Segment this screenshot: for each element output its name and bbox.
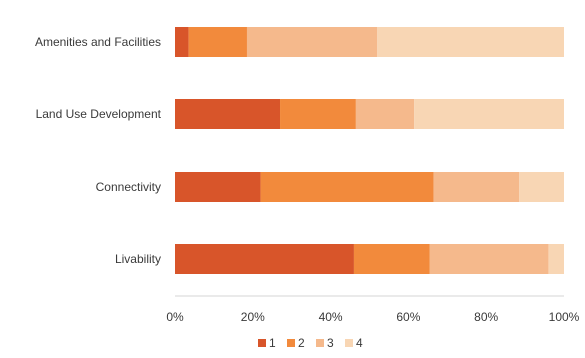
bar-segment-4-series-2 [353, 244, 430, 274]
bar-segment-1-series-3 [246, 27, 378, 57]
bar-segment-3-series-1 [175, 172, 261, 202]
legend: 1 2 3 4 [258, 336, 363, 350]
bar-segment-3-series-2 [260, 172, 434, 202]
x-tick-label: 0% [166, 310, 184, 324]
x-tick-label: 80% [474, 310, 498, 324]
x-tick-label: 60% [396, 310, 420, 324]
bar-segment-4-series-4 [548, 244, 564, 274]
bar-segment-3-series-3 [433, 172, 520, 202]
bar-segment-1-series-1 [175, 27, 189, 57]
category-label: Connectivity [96, 180, 161, 194]
bar-segment-1-series-4 [377, 27, 564, 57]
legend-swatch-4 [345, 339, 353, 347]
bar-segment-3-series-4 [519, 172, 564, 202]
category-label: Livability [115, 252, 161, 266]
bar-segment-4-series-3 [429, 244, 549, 274]
legend-label: 3 [327, 336, 334, 350]
category-label: Land Use Development [36, 107, 162, 121]
x-tick-labels: 0% 20% 40% 60% 80% 100% [166, 310, 579, 324]
bar-segment-2-series-4 [414, 99, 564, 129]
legend-label: 1 [269, 336, 276, 350]
legend-swatch-1 [258, 339, 266, 347]
bar-segment-2-series-1 [175, 99, 281, 129]
x-tick-label: 100% [549, 310, 580, 324]
x-tick-label: 40% [319, 310, 343, 324]
bar-segment-2-series-3 [355, 99, 415, 129]
bar-segment-1-series-2 [188, 27, 247, 57]
category-labels: Amenities and Facilities Land Use Develop… [35, 35, 162, 266]
category-label: Amenities and Facilities [35, 35, 161, 49]
bars-group [175, 27, 564, 274]
legend-swatch-2 [287, 339, 295, 347]
legend-label: 2 [298, 336, 305, 350]
x-tick-label: 20% [241, 310, 265, 324]
bar-segment-2-series-2 [280, 99, 356, 129]
legend-swatch-3 [316, 339, 324, 347]
bar-segment-4-series-1 [175, 244, 354, 274]
legend-label: 4 [356, 336, 363, 350]
